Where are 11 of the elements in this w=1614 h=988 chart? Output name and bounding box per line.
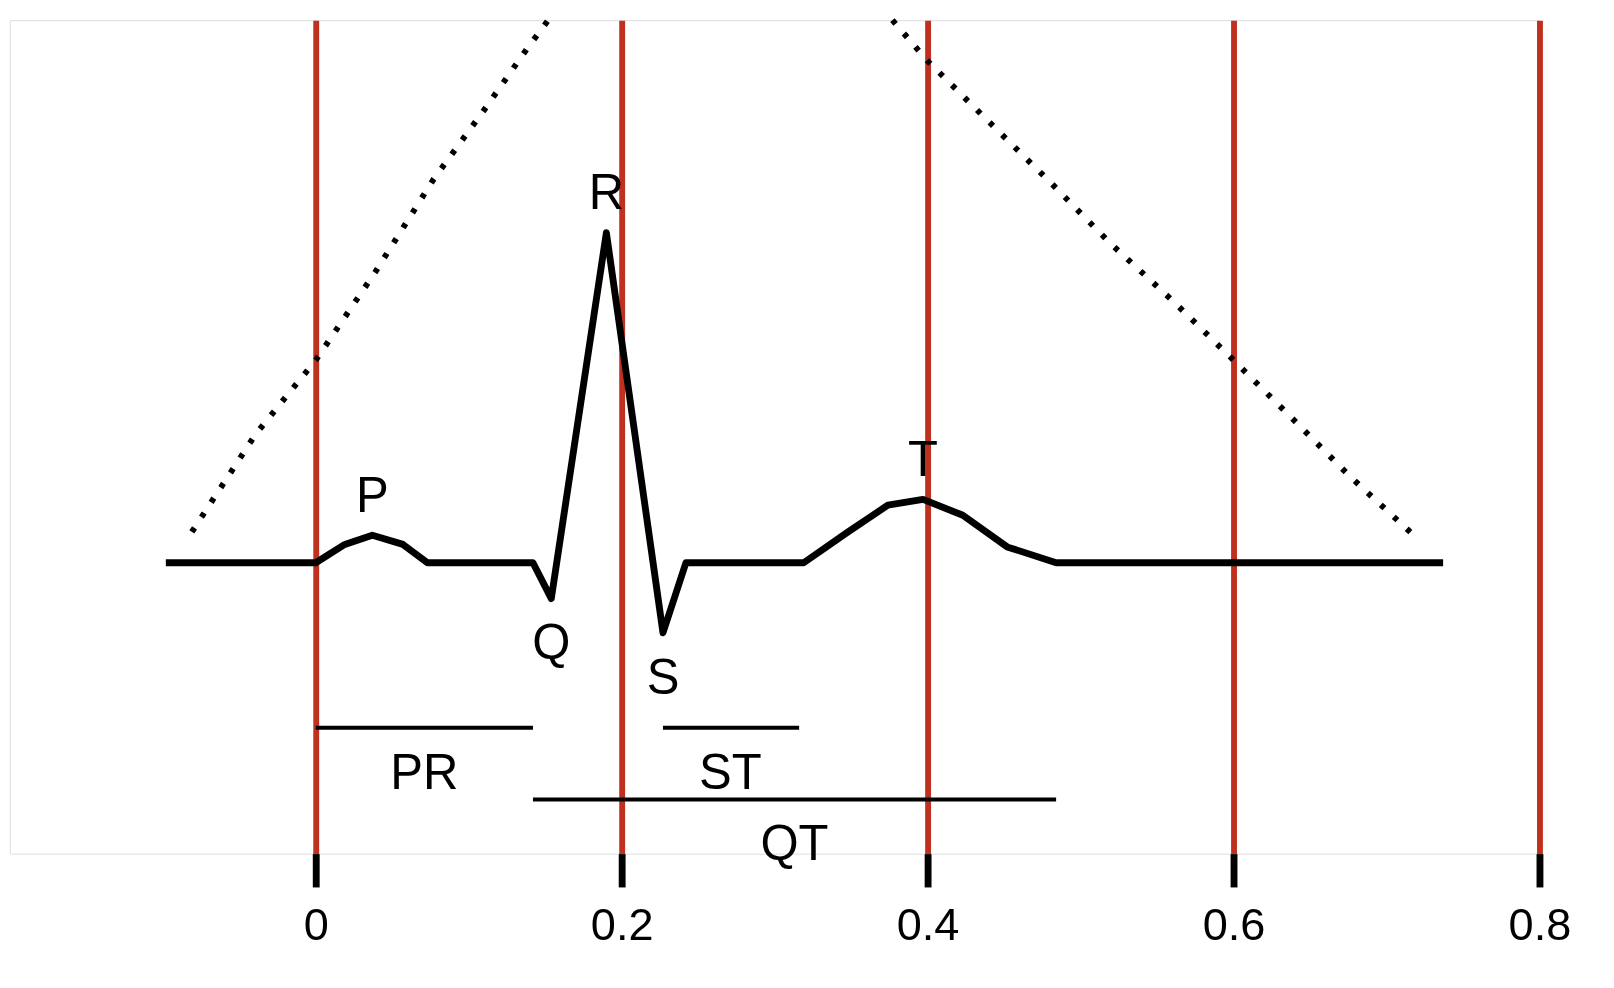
x-tick-label: 0.4 bbox=[896, 899, 960, 951]
x-tick-label: 0.8 bbox=[1508, 899, 1572, 951]
x-tick-label: 0.2 bbox=[590, 899, 654, 951]
x-tick-label: 0.6 bbox=[1202, 899, 1266, 951]
annotation: QT bbox=[760, 816, 829, 871]
annotation: ST bbox=[698, 744, 762, 799]
annotation: PR bbox=[390, 744, 459, 799]
annotation: P bbox=[355, 467, 389, 522]
annotation: S bbox=[646, 649, 680, 704]
annotation: Q bbox=[532, 615, 571, 670]
x-tick-label: 0 bbox=[303, 899, 329, 951]
